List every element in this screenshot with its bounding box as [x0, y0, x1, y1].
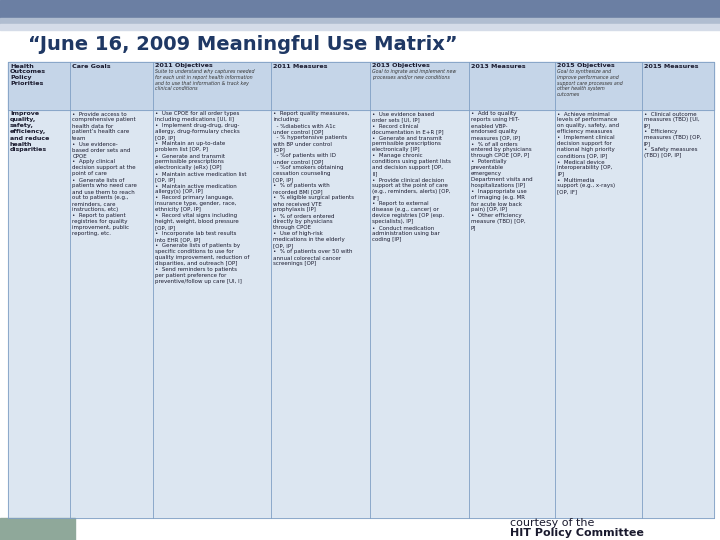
Text: 2011 Measures: 2011 Measures [274, 64, 328, 69]
Text: HIT Policy Committee: HIT Policy Committee [510, 528, 644, 538]
Text: courtesy of the: courtesy of the [510, 518, 595, 528]
Text: •  Add to quality
reports using HIT-
enabled VBP-
endorsed quality
measures [OP,: • Add to quality reports using HIT- enab… [471, 111, 532, 231]
Bar [0, 24, 720, 30]
Bar [0, 0, 720, 18]
Text: Care Goals: Care Goals [72, 64, 111, 69]
Text: 2011 Objectives: 2011 Objectives [155, 64, 212, 69]
Bar [0, 18, 720, 24]
Text: •  Report quality measures,
including:
  - %diabetics with A1c
under control [OP: • Report quality measures, including: - … [274, 111, 354, 267]
Text: 2015 Objectives: 2015 Objectives [557, 64, 615, 69]
Text: Goal to ingrate and implement new
processes and/or new conditions: Goal to ingrate and implement new proces… [372, 69, 456, 80]
Text: •  Clinical outcome
measures (TBD) [UI,
IP]
•  Efficiency
measures (TBD) [OP,
IP: • Clinical outcome measures (TBD) [UI, I… [644, 111, 701, 159]
Bar [0, 518, 75, 540]
Text: Health
Outcomes
Policy
Priorities: Health Outcomes Policy Priorities [10, 64, 46, 86]
Text: 2013 Objectives: 2013 Objectives [372, 64, 430, 69]
Bar [8, 62, 714, 110]
Text: “June 16, 2009 Meaningful Use Matrix”: “June 16, 2009 Meaningful Use Matrix” [28, 35, 458, 54]
Text: Suite to understand why captures needed
for each unit in report health informati: Suite to understand why captures needed … [155, 69, 254, 91]
Text: •  Achieve minimal
levels of performance
on quality, safety, and
efficiency meas: • Achieve minimal levels of performance … [557, 111, 619, 194]
Text: •  Use evidence based
order sets [UI, IP]
•  Record clinical
documentation in E+: • Use evidence based order sets [UI, IP]… [372, 111, 451, 242]
Text: •  Provide access to
comprehensive patient
health data for
patient’s health care: • Provide access to comprehensive patien… [72, 111, 138, 237]
Text: Goal to synthesize and
improve performance and
support care processes and
other : Goal to synthesize and improve performan… [557, 69, 623, 97]
Text: Improve
quality,
safety,
efficiency,
and reduce
health
disparities: Improve quality, safety, efficiency, and… [10, 111, 50, 152]
Text: 2015 Measures: 2015 Measures [644, 64, 698, 69]
Text: •  Use CPOE for all order types
including medications [UI, II]
•  Implement drug: • Use CPOE for all order types including… [155, 111, 249, 285]
Text: 2013 Measures: 2013 Measures [471, 64, 525, 69]
Bar [8, 62, 714, 518]
